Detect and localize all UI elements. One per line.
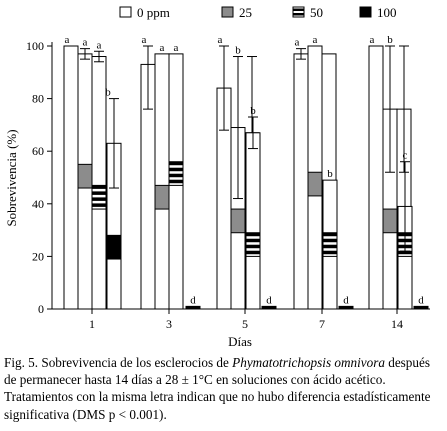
x-tick-label: 7 xyxy=(319,317,325,331)
axes: 0 20 40 60 80 100 1 3 5 7 14 xyxy=(26,39,430,331)
letter-0ppm-day1: a xyxy=(65,34,70,46)
bar-0ppm-day7 xyxy=(293,53,309,310)
bar-50-day1-stripe xyxy=(92,203,106,207)
x-axis-label: Días xyxy=(228,334,252,349)
y-tick-label: 40 xyxy=(32,197,44,211)
letter-100-day3: d xyxy=(190,294,196,306)
bar-overlay-stripes-day5 xyxy=(245,232,261,257)
letter-50-day3: a xyxy=(174,42,179,54)
letter-overlay-day7: b xyxy=(327,168,333,180)
caption-species: Phymatotrichopsis omnivora xyxy=(232,355,385,370)
legend-swatch-2 xyxy=(292,6,305,18)
letter-0ppm-day5: a xyxy=(218,34,223,46)
bar-25-day14 xyxy=(382,208,398,234)
letter-25-day14: b xyxy=(387,34,393,46)
bar-50-day1-stripe xyxy=(92,197,106,201)
bar-50-day1-stripe xyxy=(92,191,106,195)
letter-0ppm-day14: a xyxy=(370,34,375,46)
letter-100-day1: b xyxy=(105,87,111,99)
letter-50-day1: a xyxy=(97,39,102,51)
letter-25-day5: b xyxy=(235,45,241,57)
bar-overlay-stripes-day5-stripe xyxy=(246,244,260,249)
legend-swatch-0 xyxy=(119,6,132,18)
letter-overlay-day5: b xyxy=(250,105,256,117)
bar-25-day7 xyxy=(307,171,323,197)
bar-overlay-stripes-day7-stripe xyxy=(323,244,337,249)
x-tick-label: 5 xyxy=(242,317,248,331)
legend-label-1: 25 xyxy=(239,5,252,20)
letter-25-day1: a xyxy=(83,37,88,49)
bar-overlay-stripes-day7-stripe xyxy=(323,238,337,243)
bar-overlay-stripes-day5-stripe xyxy=(246,232,260,237)
bar-100-day1 xyxy=(106,234,122,260)
bar-50-column-day1 xyxy=(91,56,107,310)
bar-50-day1 xyxy=(91,184,107,210)
bar-50-day3-stripe xyxy=(169,173,183,178)
y-tick-label: 60 xyxy=(32,144,44,158)
bar-25-day1 xyxy=(77,163,93,189)
y-tick-label: 0 xyxy=(38,302,44,316)
bar-50-day3-stripe xyxy=(169,179,183,184)
y-tick-label: 80 xyxy=(32,92,44,106)
legend-label-2: 50 xyxy=(310,5,323,20)
bar-overlay-stripes-day14-stripe xyxy=(398,250,412,255)
legend: 0 ppm 25 50 100 xyxy=(119,5,397,20)
letter-25-day3: a xyxy=(160,42,165,54)
bar-overlay-column-day5 xyxy=(245,132,261,310)
bar-0ppm-day1 xyxy=(63,45,79,310)
y-tick-label: 100 xyxy=(26,39,44,53)
letter-0ppm-day7: a xyxy=(295,37,300,49)
figure-caption: Fig. 5. Sobrevivencia de los esclerocios… xyxy=(4,354,444,423)
x-tick-label: 3 xyxy=(166,317,172,331)
y-tick-label: 20 xyxy=(32,249,44,263)
bar-25-column-day3 xyxy=(154,53,170,310)
caption-prefix: Fig. 5. Sobrevivencia de los esclerocios… xyxy=(4,355,233,370)
legend-swatch-1 xyxy=(221,6,234,18)
legend-swatch-3 xyxy=(359,6,372,18)
x-tick-label: 1 xyxy=(89,317,95,331)
bar-0ppm-day14 xyxy=(368,45,384,310)
bar-overlay-stripes-day7 xyxy=(322,232,338,257)
legend-label-0: 0 ppm xyxy=(137,5,170,20)
letter-100-day14: d xyxy=(418,294,424,306)
letter-25-day7: a xyxy=(313,34,318,46)
bar-overlay-stripes-day7-stripe xyxy=(323,232,337,237)
bar-overlay-stripes-day5-stripe xyxy=(246,250,260,255)
legend-label-3: 100 xyxy=(377,5,397,20)
bar-25-day3 xyxy=(154,184,170,210)
legend-swatch-stripe xyxy=(293,13,304,16)
bar-50-day1-stripe xyxy=(92,185,106,189)
bar-25-day5 xyxy=(230,208,246,234)
bar-overlay-stripes-day7-stripe xyxy=(323,250,337,255)
letter-100-day7: d xyxy=(343,294,349,306)
letter-100-day5: d xyxy=(266,294,272,306)
legend-swatch-frame xyxy=(292,6,305,18)
letter-overlay-day14: c xyxy=(403,150,408,162)
y-axis-label: Sobrevivencia (%) xyxy=(4,129,19,226)
caption-rest: después de permanecer hasta 14 días a 28… xyxy=(4,355,431,422)
legend-swatch-stripe xyxy=(293,8,304,11)
bar-50-day3 xyxy=(168,161,184,186)
bar-overlay-stripes-day5-stripe xyxy=(246,238,260,243)
x-tick-label: 14 xyxy=(391,317,403,331)
bar-50-day3-stripe xyxy=(169,167,183,172)
bar-50-day3-stripe xyxy=(169,161,183,166)
letter-0ppm-day3: a xyxy=(142,34,147,46)
